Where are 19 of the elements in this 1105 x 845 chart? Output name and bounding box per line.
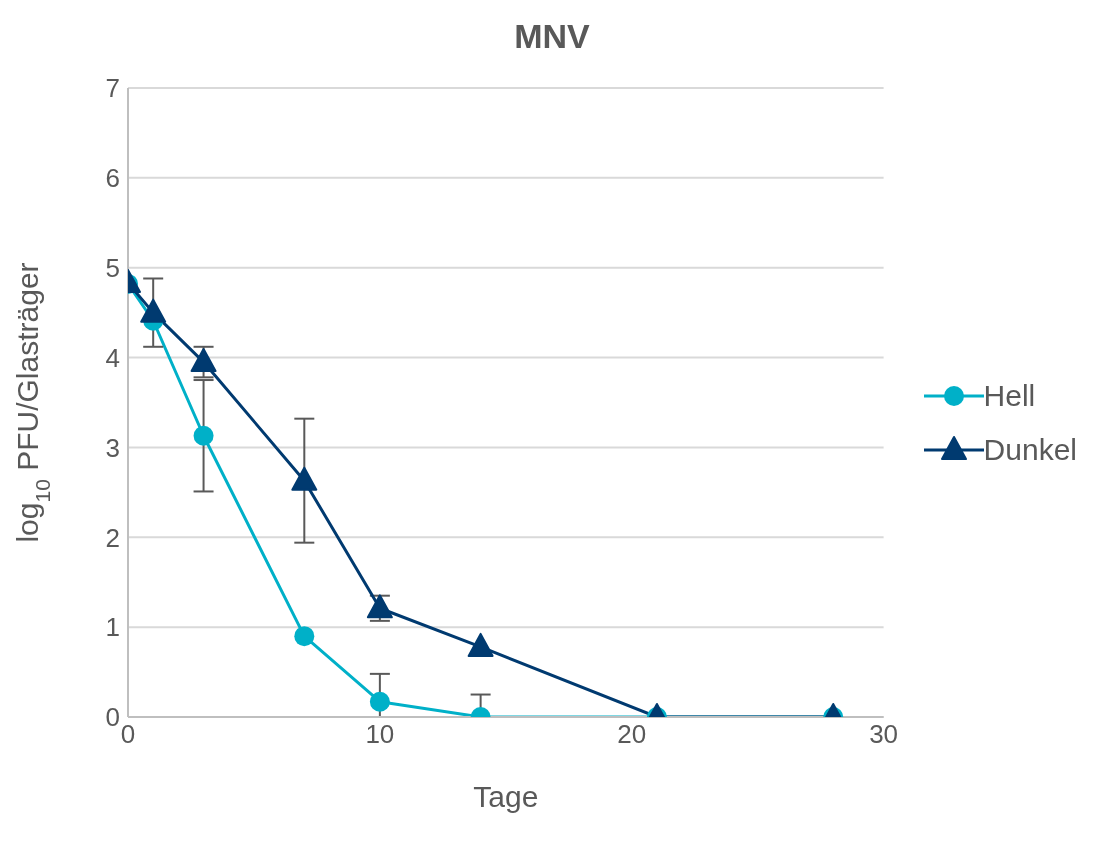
y-tick-label: 4	[105, 342, 120, 373]
legend-label: Dunkel	[983, 432, 1077, 467]
y-tick-label: 2	[105, 522, 120, 553]
x-tick-label: 10	[365, 719, 395, 750]
x-tick-label: 20	[617, 719, 647, 750]
y-tick-label: 7	[105, 73, 120, 104]
x-axis-title: Tage	[473, 780, 539, 813]
x-tick-label: 30	[869, 719, 899, 750]
point	[193, 425, 214, 446]
legend-label: Hell	[983, 378, 1036, 413]
y-tick-label: 3	[105, 432, 120, 463]
y-tick-label: 1	[105, 612, 120, 643]
y-tick-label: 6	[105, 163, 120, 194]
point	[467, 632, 494, 657]
point	[140, 298, 167, 323]
y-tick-label: 5	[105, 252, 120, 283]
chart-title: MNV	[514, 17, 591, 55]
point	[291, 466, 318, 491]
point	[190, 348, 217, 373]
